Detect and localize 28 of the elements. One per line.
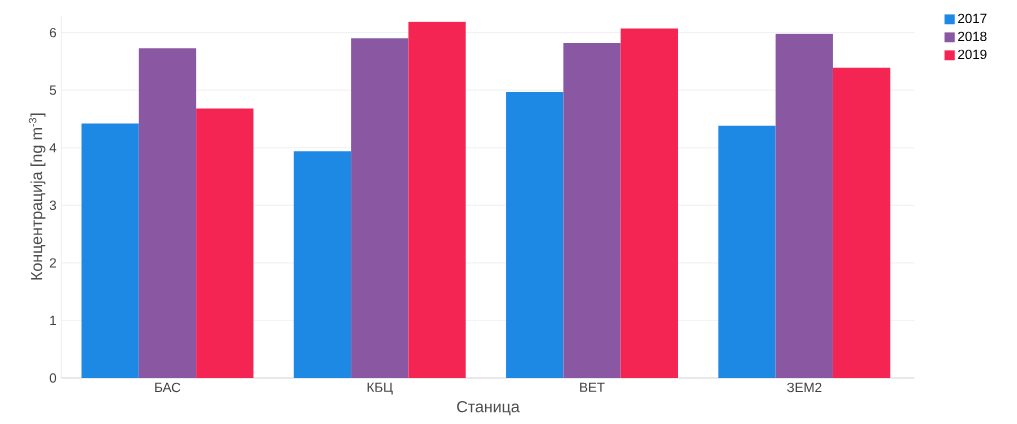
legend-label: 2018 bbox=[958, 31, 987, 42]
y-tick-label: 5 bbox=[49, 85, 57, 95]
bar bbox=[832, 67, 891, 378]
legend-label: 2019 bbox=[958, 49, 987, 60]
y-tick-label: 6 bbox=[49, 27, 57, 38]
x-tick-label: ЗЕМ2 bbox=[786, 382, 822, 393]
bar bbox=[196, 108, 254, 378]
x-tick-label: КБЦ bbox=[367, 382, 393, 395]
legend-label: 2017 bbox=[958, 13, 987, 24]
y-tick-label: 0 bbox=[49, 373, 57, 383]
bar bbox=[506, 91, 564, 378]
bar bbox=[351, 38, 409, 378]
bar bbox=[718, 125, 776, 378]
x-axis-title: Станица bbox=[457, 401, 520, 416]
y-tick-label: 2 bbox=[49, 258, 56, 268]
x-tick-label: БАС bbox=[155, 382, 181, 393]
bar bbox=[81, 123, 139, 378]
y-tick-label: 3 bbox=[49, 200, 57, 211]
bar bbox=[775, 33, 833, 378]
bar bbox=[563, 42, 621, 378]
x-tick-label: ВЕТ bbox=[580, 382, 605, 392]
y-tick-label: 1 bbox=[50, 315, 56, 326]
bar bbox=[293, 151, 352, 378]
y-axis-title: Концентрација [ng m$^{-3}$] bbox=[28, 113, 46, 280]
y-tick-label: 4 bbox=[49, 143, 57, 153]
bar bbox=[620, 28, 678, 378]
bar bbox=[138, 48, 197, 378]
bar bbox=[408, 21, 466, 378]
